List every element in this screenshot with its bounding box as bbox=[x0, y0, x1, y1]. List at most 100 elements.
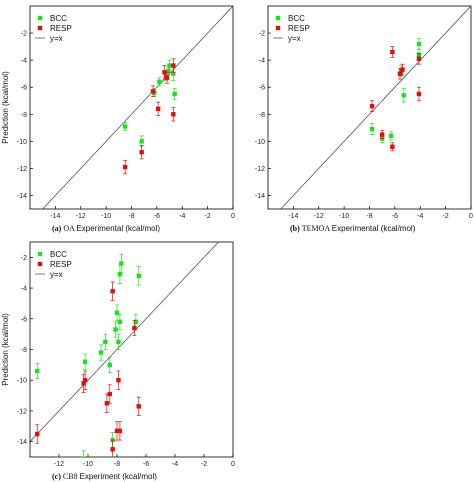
series-resp bbox=[369, 46, 422, 152]
x-tick-label: 0 bbox=[469, 213, 473, 220]
data-point-resp bbox=[132, 325, 137, 331]
data-point-resp bbox=[416, 56, 422, 61]
data-point-resp bbox=[117, 428, 123, 434]
x-tick-label: -12 bbox=[314, 213, 324, 220]
data-point-bcc bbox=[114, 310, 120, 315]
panel-name: OA bbox=[63, 224, 76, 233]
data-point-bcc bbox=[98, 350, 104, 355]
data-point-resp bbox=[164, 75, 170, 80]
legend-label: BCC bbox=[50, 250, 67, 259]
data-point-resp bbox=[171, 112, 176, 117]
legend-marker-resp bbox=[37, 25, 43, 31]
panel-label: (c) bbox=[52, 472, 63, 481]
x-tick-label: -14 bbox=[288, 213, 298, 220]
legend-marker-resp bbox=[37, 261, 43, 267]
data-point-bcc bbox=[133, 319, 139, 325]
y-tick-label: -8 bbox=[21, 347, 27, 354]
data-point-bcc bbox=[116, 339, 121, 345]
x-tick-label: -8 bbox=[114, 461, 120, 468]
panel-name: CB8 bbox=[63, 472, 80, 481]
x-axis-label: Experimental (kcal/mol) bbox=[76, 224, 160, 233]
data-point-bcc bbox=[103, 339, 108, 345]
data-point-bcc bbox=[167, 63, 172, 68]
y-tick-label: -10 bbox=[255, 139, 265, 146]
x-tick-label: -8 bbox=[366, 213, 372, 220]
x-tick-label: -8 bbox=[128, 213, 134, 220]
legend-marker-bcc bbox=[37, 15, 43, 21]
y-tick-label: -2 bbox=[21, 31, 27, 38]
data-point-bcc bbox=[113, 327, 118, 332]
data-point-bcc bbox=[81, 456, 86, 457]
data-point-resp bbox=[35, 431, 40, 437]
data-point-resp bbox=[82, 378, 88, 383]
x-tick-label: -14 bbox=[50, 213, 60, 220]
y-axis-label: Prediction (kcal/mol) bbox=[1, 313, 10, 386]
y-tick-label: -12 bbox=[17, 166, 27, 173]
data-point-bcc bbox=[35, 368, 40, 374]
series-bcc bbox=[122, 59, 177, 148]
y-tick-label: -6 bbox=[21, 316, 27, 323]
x-tick-label: -12 bbox=[76, 213, 86, 220]
series-bcc bbox=[35, 253, 141, 457]
y-tick-label: -4 bbox=[259, 58, 265, 65]
x-axis-label: Experimental (kcal/mol) bbox=[332, 224, 416, 233]
data-point-resp bbox=[107, 391, 112, 397]
series-resp bbox=[35, 281, 141, 457]
panel-cb8: -12 -10 -8 -6 -4 -2 0 -14 -12 -10 -8 -6 -4 -2 (c) CB8 … bbox=[1, 241, 235, 481]
data-point-resp bbox=[150, 89, 156, 94]
data-point-resp bbox=[110, 447, 115, 452]
x-tick-label: -4 bbox=[179, 213, 185, 220]
data-point-resp bbox=[379, 132, 385, 137]
data-point-resp bbox=[397, 71, 403, 76]
y-tick-label: -12 bbox=[255, 166, 265, 173]
legend-marker-bcc bbox=[37, 251, 43, 257]
y-tick-label: -12 bbox=[17, 408, 27, 415]
x-tick-label: -6 bbox=[143, 461, 149, 468]
data-point-bcc bbox=[122, 124, 128, 129]
legend-label: RESP bbox=[50, 24, 72, 33]
data-point-resp bbox=[162, 70, 167, 75]
data-point-bcc bbox=[117, 272, 123, 277]
data-point-bcc bbox=[171, 71, 176, 76]
x-axis-label: Experiment (kcal/mol) bbox=[80, 472, 158, 481]
data-point-resp bbox=[114, 428, 120, 434]
data-point-resp bbox=[416, 91, 422, 97]
data-point-bcc bbox=[416, 41, 422, 47]
data-point-resp bbox=[369, 103, 375, 109]
x-tick-label: -2 bbox=[201, 461, 207, 468]
identity-line bbox=[30, 242, 219, 442]
x-tick-label: -10 bbox=[339, 213, 349, 220]
legend-label: y=x bbox=[288, 34, 301, 43]
data-point-resp bbox=[390, 144, 395, 149]
panel-temoa: -14 -12 -10 -8 -6 -4 -2 0 -14 -12 -10 -8 -6 -4 -2 (b) T… bbox=[255, 5, 473, 233]
x-tick-label: -6 bbox=[154, 213, 160, 220]
legend-marker-resp bbox=[275, 25, 281, 31]
x-tick-label: 0 bbox=[231, 461, 235, 468]
y-tick-label: -10 bbox=[17, 139, 27, 146]
data-point-bcc bbox=[172, 91, 177, 97]
y-tick-label: -14 bbox=[17, 193, 27, 200]
x-axis-label-row: (a) OA Experimental (kcal/mol) bbox=[52, 224, 160, 233]
x-axis-label-row: (b) TEMOA Experimental (kcal/mol) bbox=[290, 224, 416, 233]
y-tick-label: -14 bbox=[255, 193, 265, 200]
panel-label: (a) bbox=[52, 224, 63, 233]
y-tick-label: -6 bbox=[21, 85, 27, 92]
x-axis-label-row: (c) CB8 Experiment (kcal/mol) bbox=[52, 472, 157, 481]
y-tick-label: -8 bbox=[21, 112, 27, 119]
y-tick-label: -2 bbox=[259, 31, 265, 38]
legend-label: RESP bbox=[288, 24, 310, 33]
data-point-bcc bbox=[82, 359, 88, 364]
data-point-resp bbox=[139, 149, 144, 155]
data-point-bcc bbox=[388, 133, 394, 139]
data-point-bcc bbox=[119, 261, 124, 266]
x-tick-label: -4 bbox=[417, 213, 423, 220]
data-point-resp bbox=[155, 106, 161, 112]
data-point-bcc bbox=[166, 68, 171, 74]
y-tick-label: -2 bbox=[21, 255, 27, 262]
legend-label: RESP bbox=[50, 260, 72, 269]
legend-label: y=x bbox=[50, 270, 63, 279]
data-point-bcc bbox=[117, 319, 123, 325]
data-point-resp bbox=[104, 401, 110, 406]
y-tick-label: -8 bbox=[259, 112, 265, 119]
